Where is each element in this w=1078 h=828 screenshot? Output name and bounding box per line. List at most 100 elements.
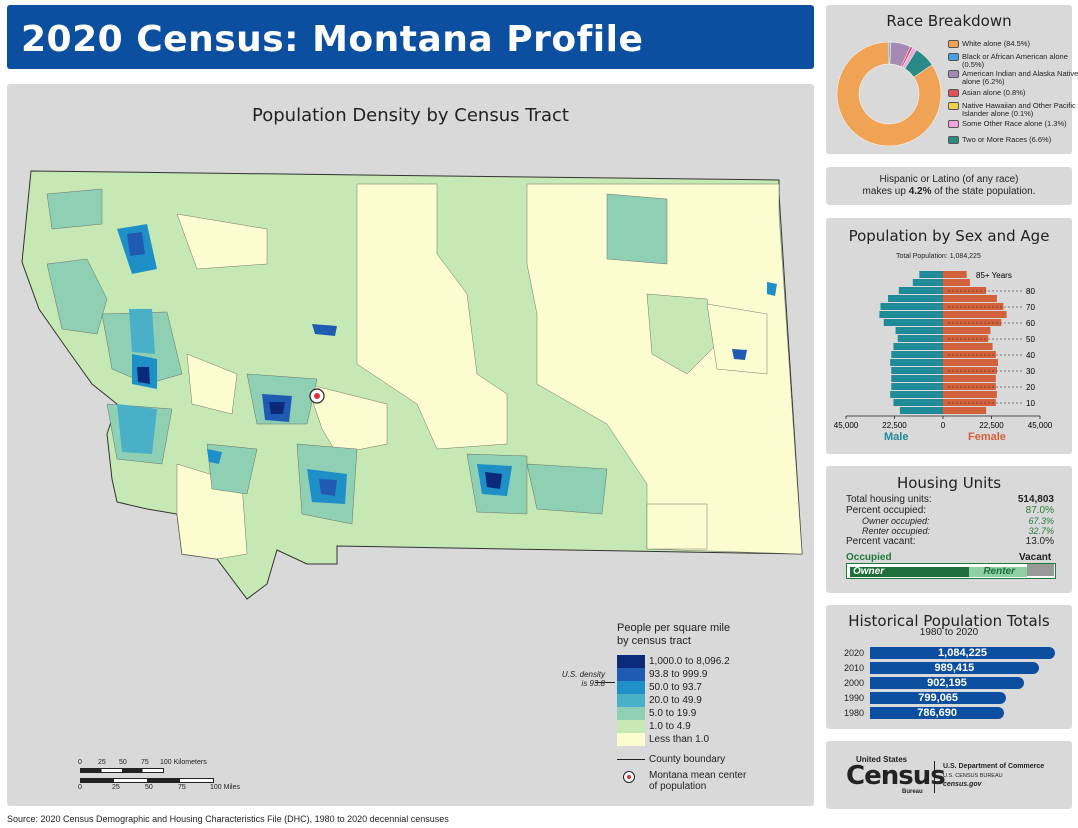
legend-label-4: 20.0 to 49.9 bbox=[649, 695, 702, 706]
race-legend-label-5: Some Other Race alone (1.3%) bbox=[962, 119, 1067, 128]
us-density-label: U.S. density is 93.8 bbox=[561, 670, 605, 688]
race-legend-item-3: Asian alone (0.8%) bbox=[948, 89, 1078, 97]
race-legend-swatch-4 bbox=[948, 102, 959, 110]
female-bar-0 bbox=[943, 271, 967, 278]
legend-swatch-6 bbox=[617, 720, 645, 733]
hu-vacant-label: Percent vacant: bbox=[846, 536, 916, 547]
hu-total: Total housing units: 514,803 bbox=[846, 494, 1054, 505]
hispanic-line2: makes up 4.2% of the state population. bbox=[826, 186, 1072, 197]
legend-title: People per square mile by census tract bbox=[617, 622, 731, 647]
race-legend-label-3: Asian alone (0.8%) bbox=[962, 88, 1026, 97]
housing-panel: Housing Units Total housing units: 514,80… bbox=[826, 466, 1072, 593]
legend-label-1: 1,000.0 to 8,096.2 bbox=[649, 656, 730, 667]
hispanic-line1: Hispanic or Latino (of any race) bbox=[879, 174, 1019, 185]
scale-km-75: 75 bbox=[141, 759, 149, 766]
housing-title: Housing Units bbox=[896, 474, 1002, 492]
logo-dept: U.S. Department of Commerce bbox=[943, 763, 1045, 770]
female-bar-7 bbox=[943, 327, 991, 334]
male-bar-15 bbox=[890, 391, 943, 398]
hu-total-value: 514,803 bbox=[1017, 494, 1054, 505]
logo-divider bbox=[934, 761, 935, 793]
history-bar-2000: 902,195 bbox=[870, 677, 1024, 689]
legend-swatch-4 bbox=[617, 694, 645, 707]
pyramid-tick-label-1: 22,500 bbox=[882, 421, 907, 430]
female-bar-8 bbox=[943, 335, 989, 342]
age-label-7: 20 bbox=[1026, 383, 1035, 392]
male-bar-13 bbox=[891, 375, 943, 382]
legend-swatch-5 bbox=[617, 707, 645, 720]
male-bar-8 bbox=[897, 335, 943, 342]
race-legend-swatch-2 bbox=[948, 70, 959, 78]
race-legend-item-6: Two or More Races (6.6%) bbox=[948, 136, 1078, 144]
male-bar-17 bbox=[899, 407, 943, 414]
female-bar-14 bbox=[943, 383, 996, 390]
male-bar-16 bbox=[893, 399, 943, 406]
history-subtitle: 1980 to 2020 bbox=[919, 627, 979, 638]
age-label-3: 60 bbox=[1026, 319, 1035, 328]
age-label-8: 10 bbox=[1026, 399, 1035, 408]
history-panel: Historical Population Totals 1980 to 202… bbox=[826, 605, 1072, 729]
male-bar-9 bbox=[893, 343, 943, 350]
hu-renter: Renter occupied: 32.7% bbox=[862, 526, 1054, 536]
male-bar-5 bbox=[879, 311, 943, 318]
scale-mi-50: 50 bbox=[145, 784, 153, 791]
history-bar-2010: 989,415 bbox=[870, 662, 1039, 674]
hu-owner-label: Owner occupied: bbox=[862, 516, 930, 526]
race-legend-swatch-6 bbox=[948, 136, 959, 144]
race-legend-swatch-3 bbox=[948, 89, 959, 97]
renter-label: Renter bbox=[983, 566, 1016, 577]
race-donut bbox=[836, 41, 942, 147]
race-legend-label-1: Black or African American alone (0.5%) bbox=[962, 52, 1068, 69]
age-label-6: 30 bbox=[1026, 367, 1035, 376]
logo-united-states: United States bbox=[856, 755, 908, 764]
census-logo: United States Census Bureau bbox=[846, 755, 946, 797]
race-legend-label-4: Native Hawaiian and Other Pacific Island… bbox=[962, 101, 1076, 118]
pyramid-tick-label-2: 0 bbox=[941, 421, 946, 430]
race-legend-swatch-1 bbox=[948, 53, 959, 61]
race-slice-6 bbox=[904, 49, 933, 78]
pyramid-chart: 85+ Years 80 70 60 50 40 30 20 10 45,000 22,500 0 22… bbox=[834, 271, 1053, 430]
male-bar-11 bbox=[890, 359, 943, 366]
history-bar-2020: 1,084,225 bbox=[870, 647, 1055, 659]
pyramid-tick-label-3: 22,500 bbox=[979, 421, 1004, 430]
race-legend-label-6: Two or More Races (6.6%) bbox=[962, 135, 1052, 144]
race-legend-item-4: Native Hawaiian and Other Pacific Island… bbox=[948, 102, 1078, 118]
age-label-4: 50 bbox=[1026, 335, 1035, 344]
race-legend-swatch-0 bbox=[948, 40, 959, 48]
county-boundary-line bbox=[617, 759, 645, 760]
female-bar-15 bbox=[943, 391, 997, 398]
hu-occupied: Percent occupied: 87.0% bbox=[846, 505, 1054, 516]
hu-owner-value: 67.3% bbox=[1028, 516, 1054, 526]
map-title: Population Density by Census Tract bbox=[252, 105, 569, 126]
history-bar-1980: 786,690 bbox=[870, 707, 1005, 719]
logo-panel: United States Census Bureau U.S. Departm… bbox=[826, 741, 1072, 809]
legend-swatch-1 bbox=[617, 655, 645, 668]
pyramid-tick-label-0: 45,000 bbox=[834, 421, 859, 430]
history-year-2010: 2010 bbox=[844, 663, 865, 673]
female-bar-9 bbox=[943, 343, 993, 350]
logo-census: Census bbox=[846, 761, 946, 791]
male-bar-12 bbox=[891, 367, 943, 374]
history-bar-1990: 799,065 bbox=[870, 692, 1007, 704]
male-bar-7 bbox=[895, 327, 943, 334]
male-bar-14 bbox=[891, 383, 943, 390]
female-bar-13 bbox=[943, 375, 996, 382]
pyramid-tick-label-4: 45,000 bbox=[1028, 421, 1053, 430]
scale-km-100: 100 Kilometers bbox=[160, 759, 207, 766]
scale-mi-75: 75 bbox=[178, 784, 186, 791]
male-bar-10 bbox=[891, 351, 943, 358]
female-bar-6 bbox=[943, 319, 1002, 326]
legend: 1,000.0 to 8,096.2 93.8 to 999.9 50.0 to… bbox=[617, 655, 807, 755]
race-slice-0 bbox=[836, 41, 942, 147]
us-density-arrow bbox=[595, 682, 615, 683]
race-legend-item-1: Black or African American alone (0.5%) bbox=[948, 53, 1078, 69]
page-title: 2020 Census: Montana Profile bbox=[21, 19, 644, 60]
scale-km-25: 25 bbox=[98, 759, 106, 766]
owner-bar: Owner bbox=[850, 566, 970, 577]
female-bar-2 bbox=[943, 287, 987, 294]
pyramid-total: Total Population: 1,084,225 bbox=[896, 253, 981, 260]
scale-bar: 0 25 50 75 100 Kilometers 0 25 50 75 100… bbox=[78, 759, 250, 794]
legend-swatch-2 bbox=[617, 668, 645, 681]
hu-occupied-label: Percent occupied: bbox=[846, 505, 927, 516]
hu-renter-value: 32.7% bbox=[1028, 526, 1054, 536]
